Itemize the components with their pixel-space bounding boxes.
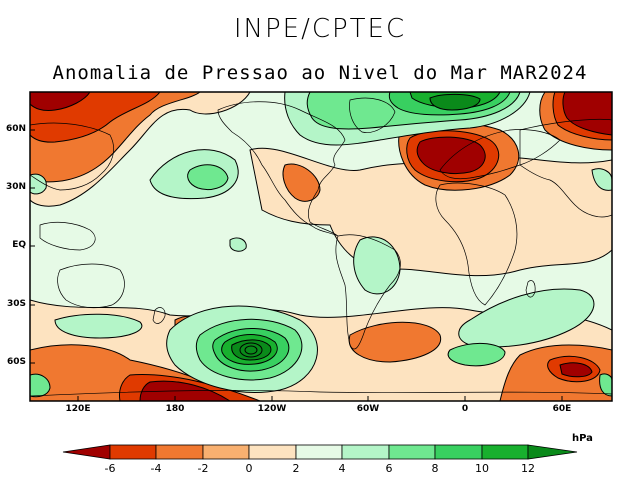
neg2-north-america — [282, 163, 321, 202]
pos2-south-america — [353, 236, 401, 295]
colorbar-bin-4 — [248, 444, 297, 460]
colorbar-unit: hPa — [572, 433, 593, 444]
colorbar-tick-label: 6 — [385, 462, 393, 475]
colorbar-arrow-right — [527, 444, 578, 460]
lon-label-120w: 120W — [257, 404, 287, 414]
colorbar-bin-8 — [434, 444, 483, 460]
coast-antarctica — [30, 389, 612, 397]
pos12-south-pacific-core — [239, 342, 263, 358]
pos4-south-atlantic — [447, 343, 506, 367]
lon-label-60e: 60E — [552, 404, 572, 414]
colorbar-bin-6 — [341, 444, 390, 460]
coast-maritime-asia — [39, 221, 96, 251]
lat-label-60n: 60N — [5, 124, 26, 134]
pos2-south-indian-west — [54, 313, 143, 339]
lat-label-eq: EQ — [12, 240, 26, 250]
coast-europe — [439, 129, 561, 180]
lat-label-30s: 30S — [6, 299, 26, 309]
colorbar-tick-label: -6 — [104, 462, 116, 475]
pos10-greenland-high — [429, 93, 481, 111]
coast-greenland — [349, 97, 396, 133]
colorbar-tick-label: -4 — [150, 462, 162, 475]
colorbar-tick-label: -2 — [197, 462, 209, 475]
pos2-small-tropic — [229, 237, 247, 252]
pos-corner-southeast — [599, 373, 612, 397]
neg6-europe-low — [416, 136, 486, 175]
colorbar-tick-label: 2 — [292, 462, 300, 475]
coast-africa — [435, 182, 518, 306]
neg6-siberia-low — [562, 92, 612, 136]
lon-label-180: 180 — [165, 404, 185, 414]
colorbar-bin-9 — [481, 444, 529, 460]
colorbar-bin-5 — [295, 444, 343, 460]
pos2-west-edge — [30, 173, 47, 195]
coast-new-zealand — [152, 307, 166, 324]
coast-east-asia — [30, 122, 114, 191]
colorbar-tick-label: 10 — [475, 462, 489, 475]
colorbar-bin-7 — [388, 444, 436, 460]
lat-label-60s: 60S — [6, 357, 26, 367]
colorbar-bin-3 — [202, 444, 250, 460]
neg-region-atlantic-africa — [249, 147, 612, 277]
pos-corner-southwest — [30, 373, 51, 398]
neg6-north-pacific-low — [30, 92, 91, 111]
axis-ticks — [30, 129, 563, 401]
pos4-pacific-tropic — [187, 164, 229, 191]
org-title: INPE/CPTEC — [233, 14, 407, 44]
coast-south-america — [335, 234, 401, 350]
coastlines — [30, 97, 612, 397]
coast-madagascar — [525, 280, 536, 298]
colorbar-arrow-left — [62, 444, 111, 460]
colorbar-tick-label: 12 — [521, 462, 535, 475]
lat-label-30n: 30N — [5, 182, 26, 192]
colorbar-tick-label: 0 — [245, 462, 253, 475]
coast-north-america — [217, 101, 346, 237]
coast-australia — [57, 263, 125, 309]
neg6-indian-low — [559, 362, 593, 378]
pos12-south-pacific-inner — [244, 345, 258, 355]
lon-label-120e: 120E — [65, 404, 91, 414]
anomaly-field — [30, 92, 612, 401]
colorbar — [62, 444, 578, 460]
colorbar-tick-label: 4 — [338, 462, 346, 475]
pos2-east-edge — [591, 168, 612, 191]
lon-label-60w: 60W — [356, 404, 380, 414]
lon-label-0: 0 — [461, 404, 469, 414]
colorbar-bin-1 — [109, 444, 157, 460]
map-title: Anomalia de Pressao ao Nivel do Mar MAR2… — [52, 62, 588, 84]
colorbar-bin-2 — [155, 444, 204, 460]
coast-asia — [519, 118, 612, 218]
colorbar-tick-label: 8 — [431, 462, 439, 475]
neg2-south-atlantic — [348, 321, 442, 363]
